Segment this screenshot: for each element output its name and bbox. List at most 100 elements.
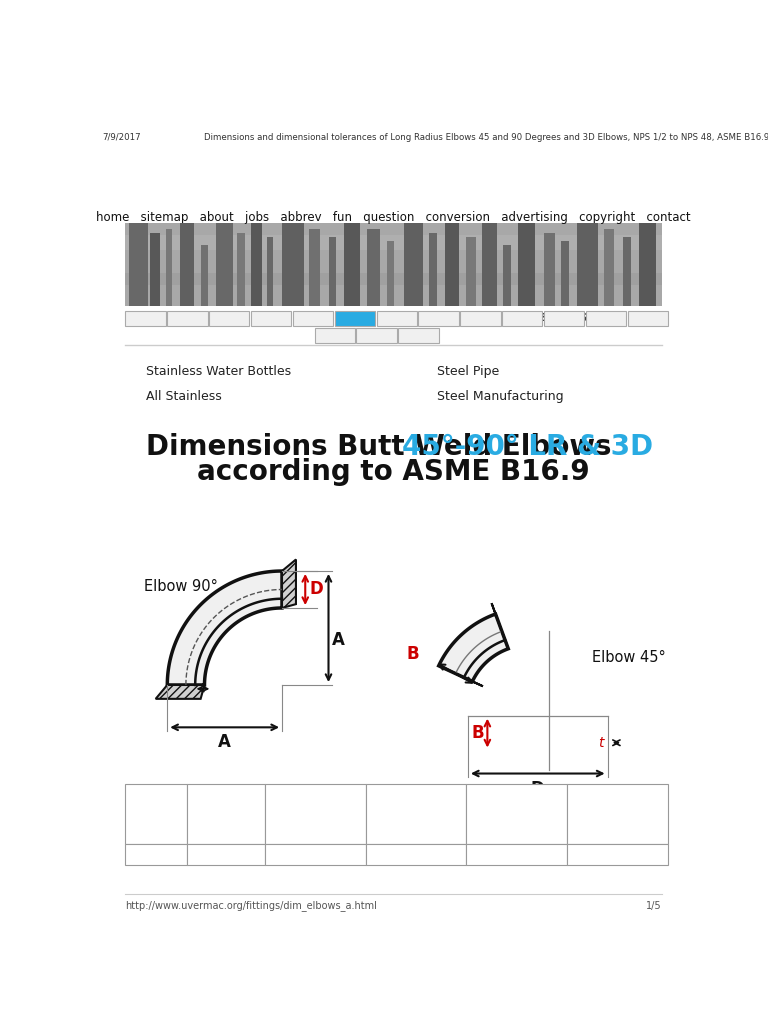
Text: Center to End: Center to End (274, 813, 356, 826)
Bar (125, 223, 662, 306)
Text: 90°: 90° (505, 790, 528, 802)
Text: 45°: 45° (607, 790, 629, 802)
Bar (167, 310, 207, 327)
Text: BOLTS: BOLTS (424, 313, 453, 324)
Bar (329, 237, 336, 306)
Bar (151, 233, 160, 306)
Bar (209, 310, 250, 327)
Bar (561, 241, 569, 306)
Bar (503, 245, 511, 306)
Text: PIPES: PIPES (257, 313, 286, 324)
Text: VALVES: VALVES (379, 313, 414, 324)
Text: A: A (333, 631, 346, 648)
Text: A: A (512, 825, 521, 838)
Bar (266, 237, 273, 306)
Text: OTHS: OTHS (406, 331, 430, 340)
Text: A: A (218, 733, 231, 752)
Bar (187, 783, 265, 844)
Text: DIN: DIN (639, 313, 657, 324)
Text: Stainless Water Bottles: Stainless Water Bottles (147, 366, 292, 379)
Text: 45°: 45° (405, 790, 427, 802)
Text: STEAM: STEAM (320, 331, 349, 340)
Text: 45°-90° LR & 3D: 45°-90° LR & 3D (402, 433, 654, 461)
Text: Center to End: Center to End (476, 813, 558, 826)
Bar (482, 223, 498, 306)
Bar (315, 328, 355, 343)
Polygon shape (167, 571, 282, 685)
Polygon shape (439, 666, 483, 686)
Bar (166, 229, 172, 306)
Text: DOCS: DOCS (134, 313, 157, 324)
Bar (187, 844, 265, 865)
Text: Steel Pipe: Steel Pipe (437, 366, 499, 379)
Bar (419, 310, 458, 327)
Text: MATL: MATL (176, 313, 199, 324)
Text: GASKETS: GASKETS (460, 313, 501, 324)
Bar (125, 310, 166, 327)
Text: t: t (176, 682, 182, 696)
Bar (251, 223, 262, 306)
Bar (460, 310, 501, 327)
Text: FTTG: FTTG (343, 313, 366, 324)
Bar (386, 241, 395, 306)
Text: t: t (598, 735, 604, 750)
Bar (445, 223, 458, 306)
Bar (125, 273, 662, 285)
Text: B: B (407, 645, 419, 664)
Bar (568, 783, 668, 844)
Bar (367, 229, 379, 306)
Bar (366, 783, 466, 844)
Bar (356, 328, 397, 343)
Text: Elbow 45°: Elbow 45° (592, 650, 666, 666)
Bar (216, 223, 233, 306)
Bar (466, 844, 568, 865)
Bar (282, 223, 303, 306)
Bar (344, 223, 359, 306)
Bar (251, 310, 291, 327)
Text: O.D.: O.D. (213, 797, 240, 810)
Text: home   sitemap   about   jobs   abbrev   fun   question   conversion   advertisi: home sitemap about jobs abbrev fun quest… (96, 211, 691, 224)
Text: EQPT: EQPT (511, 313, 534, 324)
Text: B: B (472, 724, 485, 742)
Text: 1/5: 1/5 (646, 900, 662, 910)
Bar (310, 229, 320, 306)
Text: http://www.uvermac.org/fittings/dim_elbows_a.html: http://www.uvermac.org/fittings/dim_elbo… (125, 900, 377, 911)
Text: Long Rad: Long Rad (387, 801, 445, 814)
Bar (200, 245, 208, 306)
Bar (265, 844, 366, 865)
Bar (125, 783, 187, 844)
Text: SOCY: SOCY (217, 313, 241, 324)
Text: STEEL: STEEL (591, 313, 621, 324)
Bar (544, 233, 554, 306)
Polygon shape (439, 614, 508, 681)
Text: 3D: 3D (609, 801, 627, 814)
Text: Dimensions and dimensional tolerances of Long Radius Elbows 45 and 90 Degrees an: Dimensions and dimensional tolerances of… (204, 133, 768, 142)
Bar (623, 237, 631, 306)
Text: D: D (531, 779, 545, 798)
Polygon shape (282, 559, 296, 608)
Bar (293, 310, 333, 327)
Bar (125, 234, 662, 250)
Text: 3D: 3D (508, 801, 525, 814)
Bar (577, 223, 598, 306)
Text: Dimensions Butt Weld Elbows: Dimensions Butt Weld Elbows (147, 433, 621, 461)
Polygon shape (492, 603, 508, 649)
Text: A: A (310, 825, 320, 838)
Bar (544, 310, 584, 327)
Bar (180, 223, 194, 306)
Bar (638, 223, 656, 306)
Text: Elbow 90°: Elbow 90° (144, 579, 218, 594)
Bar (376, 310, 417, 327)
Text: Center to End: Center to End (577, 813, 658, 826)
Bar (125, 844, 187, 865)
Text: B: B (613, 825, 622, 838)
Bar (237, 233, 245, 306)
Text: Steel Manufacturing: Steel Manufacturing (437, 390, 564, 403)
Polygon shape (156, 685, 204, 698)
Bar (265, 783, 366, 844)
Bar (366, 844, 466, 865)
Text: NPS: NPS (134, 804, 179, 823)
Text: 90°: 90° (304, 790, 326, 802)
Text: 7/9/2017: 7/9/2017 (102, 133, 141, 142)
Bar (399, 328, 439, 343)
